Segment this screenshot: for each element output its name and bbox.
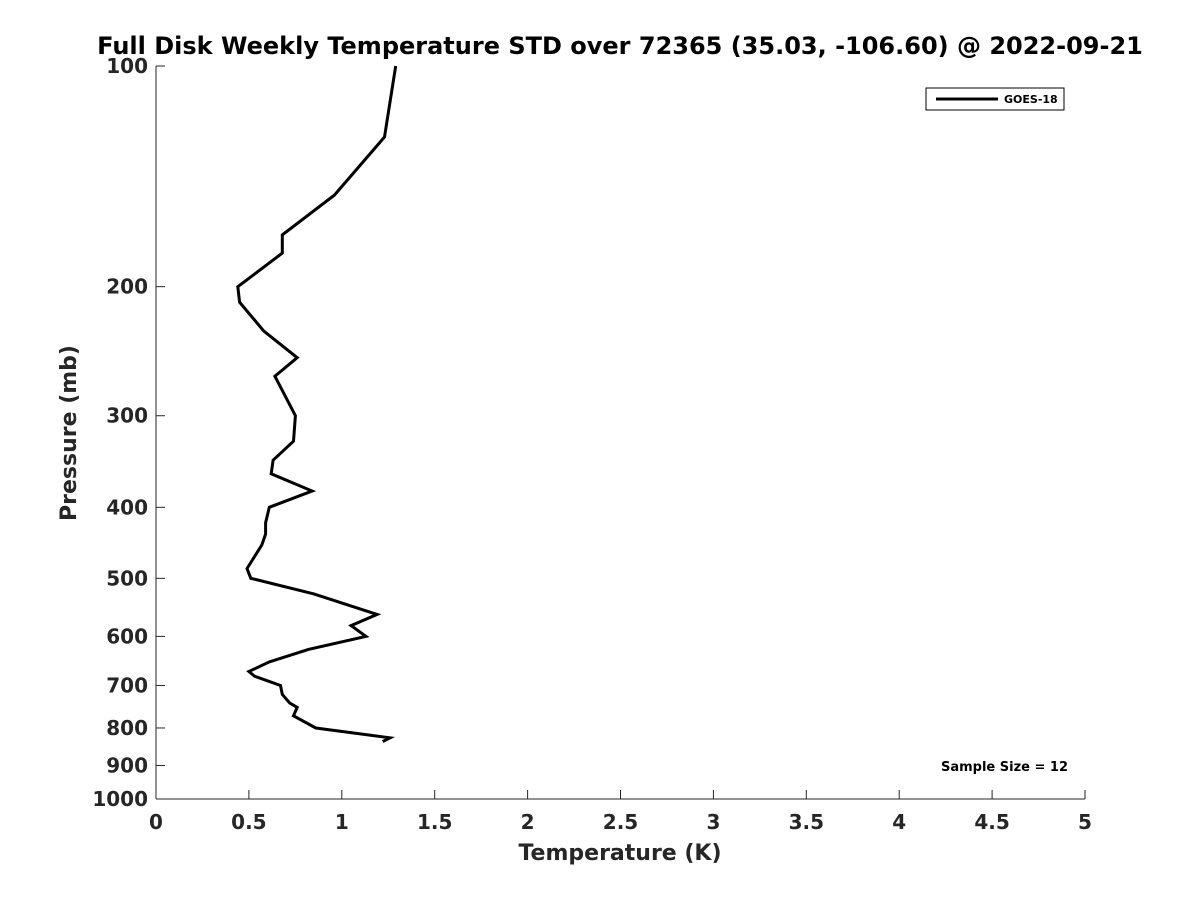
- y-tick-label: 500: [106, 566, 148, 590]
- x-tick-label: 3.5: [789, 810, 824, 834]
- y-tick-label: 200: [106, 275, 148, 299]
- sample-size-annotation: Sample Size = 12: [941, 760, 1068, 775]
- legend-label-goes-18: GOES-18: [1004, 93, 1058, 106]
- x-tick-label: 4.5: [974, 810, 1009, 834]
- plot-area: 0 0.5 1 1.5 2 2.5 3 3.5 4 4.5 5 100 200 300 400 500 600 7…: [92, 54, 1092, 834]
- x-tick-label: 2.5: [603, 810, 638, 834]
- y-tick-label: 300: [106, 404, 148, 428]
- y-tick-label: 600: [106, 624, 148, 648]
- x-tick-label: 3: [706, 810, 720, 834]
- chart-title: Full Disk Weekly Temperature STD over 72…: [97, 32, 1143, 60]
- x-tick-label: 1.5: [417, 810, 452, 834]
- y-axis-label: Pressure (mb): [57, 345, 82, 521]
- y-tick-label: 700: [106, 673, 148, 697]
- x-tick-label: 0: [149, 810, 163, 834]
- y-tick-label: 1000: [92, 787, 148, 811]
- y-tick-label: 400: [106, 495, 148, 519]
- x-tick-label: 1: [335, 810, 349, 834]
- x-tick-label: 0.5: [231, 810, 266, 834]
- x-axis-label: Temperature (K): [518, 841, 721, 866]
- x-tick-label: 5: [1078, 810, 1092, 834]
- series-line-goes-18: [236, 65, 398, 743]
- y-tick-label: 800: [106, 716, 148, 740]
- legend: GOES-18: [925, 87, 1065, 111]
- y-tick-label: 100: [106, 54, 148, 78]
- y-tick-label: 900: [106, 753, 148, 777]
- x-tick-label: 2: [521, 810, 535, 834]
- x-tick-label: 4: [892, 810, 906, 834]
